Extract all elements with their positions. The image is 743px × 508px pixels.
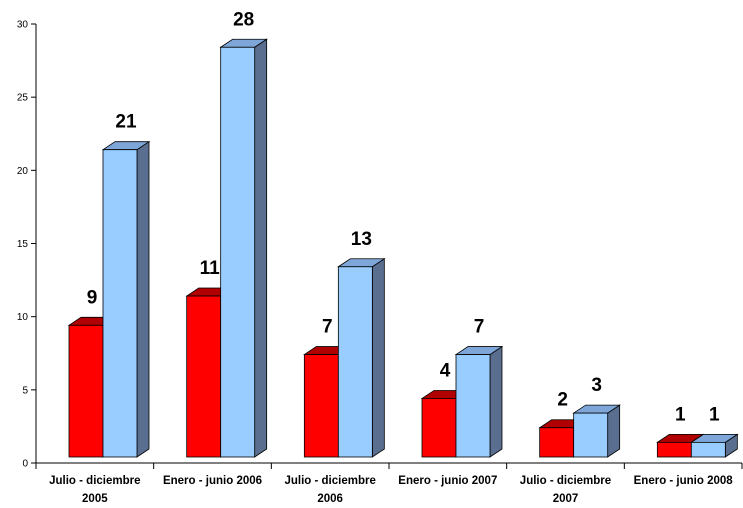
y-tick-label: 15 bbox=[17, 239, 29, 250]
bar-front-face bbox=[539, 427, 575, 458]
y-tick-label: 20 bbox=[17, 166, 29, 177]
bar-front-face bbox=[573, 412, 609, 458]
y-tick-label: 25 bbox=[17, 93, 29, 104]
y-tick-label: 5 bbox=[22, 385, 28, 396]
bar-front-face bbox=[220, 46, 256, 458]
data-label: 4 bbox=[440, 360, 451, 381]
data-label: 1 bbox=[709, 404, 720, 425]
x-tick-label: Julio - diciembre 2007 bbox=[520, 475, 611, 505]
bar-front-face bbox=[102, 149, 138, 458]
bar-2-1 bbox=[101, 140, 151, 458]
bar-2-5 bbox=[572, 404, 621, 458]
chart-bars bbox=[67, 38, 739, 458]
y-tick-label: 30 bbox=[17, 20, 29, 31]
bar-2-6 bbox=[690, 433, 739, 458]
data-label: 13 bbox=[351, 229, 372, 250]
x-tick-label: Julio - diciembre 2005 bbox=[49, 475, 140, 505]
bar-2-3 bbox=[337, 258, 386, 458]
x-tick-label: Enero - junio 2006 bbox=[163, 475, 262, 487]
y-tick-label: 10 bbox=[17, 312, 29, 323]
bar-front-face bbox=[690, 441, 726, 458]
bar-front-face bbox=[421, 398, 457, 458]
bar-side-face bbox=[136, 140, 150, 458]
data-label: 9 bbox=[87, 287, 98, 308]
bar-side-face bbox=[489, 345, 503, 458]
bar-2-2 bbox=[219, 38, 268, 458]
bar-front-face bbox=[186, 295, 222, 458]
bar-side-face bbox=[254, 38, 268, 458]
data-label: 11 bbox=[200, 258, 221, 279]
y-tick-label: 0 bbox=[22, 459, 28, 470]
x-tick-label: Enero - junio 2008 bbox=[634, 475, 734, 487]
data-label: 7 bbox=[474, 317, 485, 338]
x-tick-label: Julio - diciembre 2006 bbox=[284, 475, 375, 505]
data-label: 3 bbox=[591, 375, 602, 396]
bar-front-face bbox=[455, 354, 491, 458]
bar-side-face bbox=[371, 258, 385, 458]
bar-front-face bbox=[68, 324, 104, 458]
data-label: 21 bbox=[115, 112, 137, 133]
bar-2-4 bbox=[454, 345, 504, 458]
data-label: 28 bbox=[233, 9, 254, 30]
chart-axes: 0 5 10 15 20 25 30 Julio - diciembre 2005 Enero -… bbox=[17, 20, 743, 505]
x-tick-label: Enero - junio 2007 bbox=[398, 475, 497, 487]
data-label: 2 bbox=[557, 390, 568, 411]
bar-front-face bbox=[303, 354, 339, 458]
bar-side-face bbox=[607, 404, 621, 458]
data-label: 1 bbox=[675, 404, 686, 425]
data-label: 7 bbox=[322, 317, 333, 338]
bar-front-face bbox=[337, 266, 373, 458]
bar-front-face bbox=[656, 441, 692, 458]
